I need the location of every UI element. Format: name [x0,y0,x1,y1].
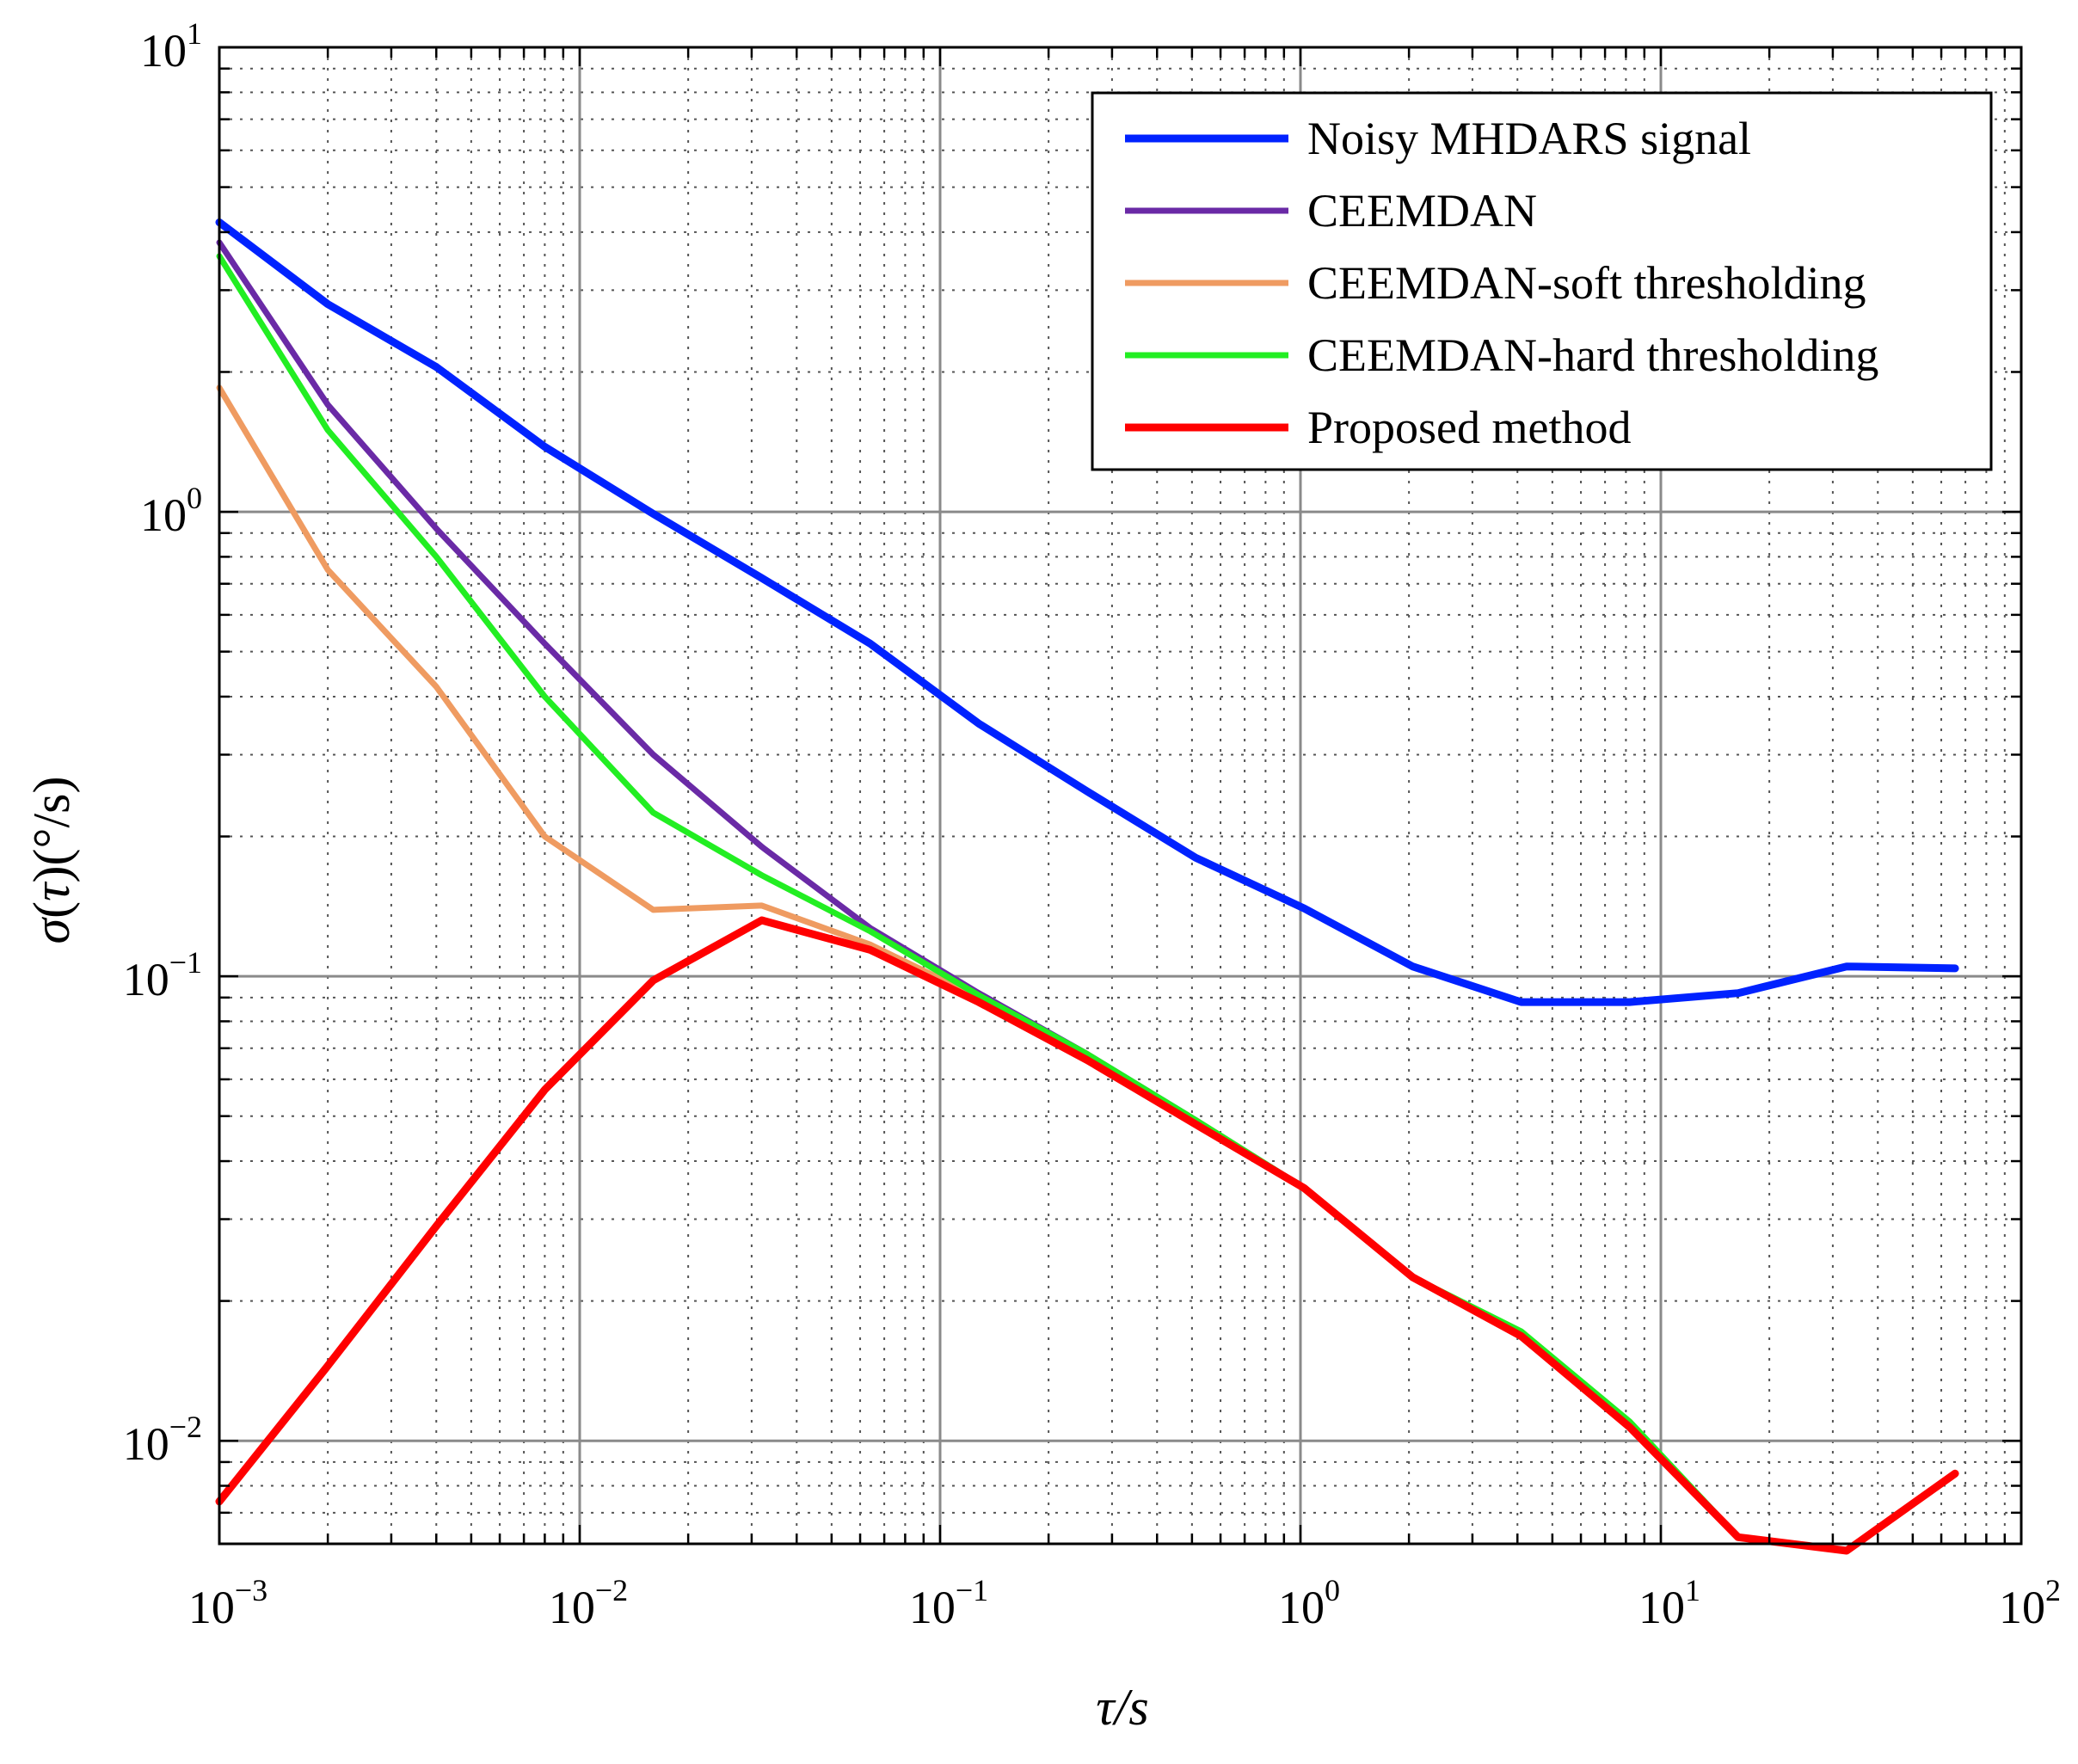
x-tick-label-exponent: −3 [235,1573,267,1607]
legend-label-4: Proposed method [1307,402,1631,453]
x-tick-label: 100 [1278,1573,1340,1633]
y-tick-label: 10−2 [123,1410,202,1470]
x-tick-label-base: 10 [1278,1582,1325,1633]
y-axis-label-tau: τ [23,881,80,901]
x-tick-label: 101 [1638,1573,1700,1633]
x-tick-label: 10−2 [549,1573,628,1633]
y-tick-label-exponent: 0 [187,481,202,515]
x-tick-label-exponent: 2 [2045,1573,2061,1607]
x-tick-label-base: 10 [188,1582,235,1633]
series-line-0 [215,218,1959,1006]
x-tick-label: 102 [1999,1573,2061,1633]
legend-label-1: CEEMDAN [1307,185,1537,237]
x-tick-label-exponent: 0 [1325,1573,1340,1607]
x-tick-label-exponent: 1 [1685,1573,1700,1607]
y-tick-label-exponent: −1 [169,945,202,980]
y-axis-label-unit: (°/s) [23,776,80,865]
y-tick-label-exponent: 1 [187,16,202,51]
x-tick-label-exponent: −1 [956,1573,988,1607]
x-tick-label: 10−3 [188,1573,267,1633]
x-tick-label-exponent: −2 [595,1573,628,1607]
x-tick-label-base: 10 [1638,1582,1685,1633]
x-tick-label-base: 10 [1999,1582,2045,1633]
y-axis-label-close-paren: ) [23,865,80,882]
plot-frame [218,46,2023,1546]
x-axis-label: τ/s [1096,1679,1149,1736]
x-axis-label-symbol: τ [1096,1679,1116,1736]
y-axis-label-open-paren: ( [23,901,80,919]
y-tick-label-base: 10 [140,25,187,77]
y-tick-label: 101 [140,16,202,77]
y-tick-label-exponent: −2 [169,1410,202,1444]
series-lines [215,218,1959,1555]
x-tick-label: 10−1 [909,1573,988,1633]
series-line-4 [215,916,1959,1555]
y-axis-label-sigma: σ [23,917,80,944]
x-tick-label-base: 10 [909,1582,956,1633]
axes-box [218,46,2023,1546]
legend-label-0: Noisy MHDARS signal [1307,113,1751,164]
y-tick-label-base: 10 [123,1418,169,1470]
y-tick-label: 10−1 [123,945,202,1005]
y-tick-label-base: 10 [140,489,187,541]
y-tick-label: 100 [140,481,202,541]
legend: Noisy MHDARS signal CEEMDAN CEEMDAN-soft t… [1091,91,1993,471]
x-tick-label-base: 10 [549,1582,595,1633]
legend-label-3: CEEMDAN-hard thresholding [1307,329,1878,381]
y-axis-label: σ(τ)(°/s) [23,776,80,943]
legend-label-2: CEEMDAN-soft thresholding [1307,257,1866,309]
x-axis-label-unit: /s [1112,1679,1149,1736]
y-tick-label-base: 10 [123,954,169,1005]
